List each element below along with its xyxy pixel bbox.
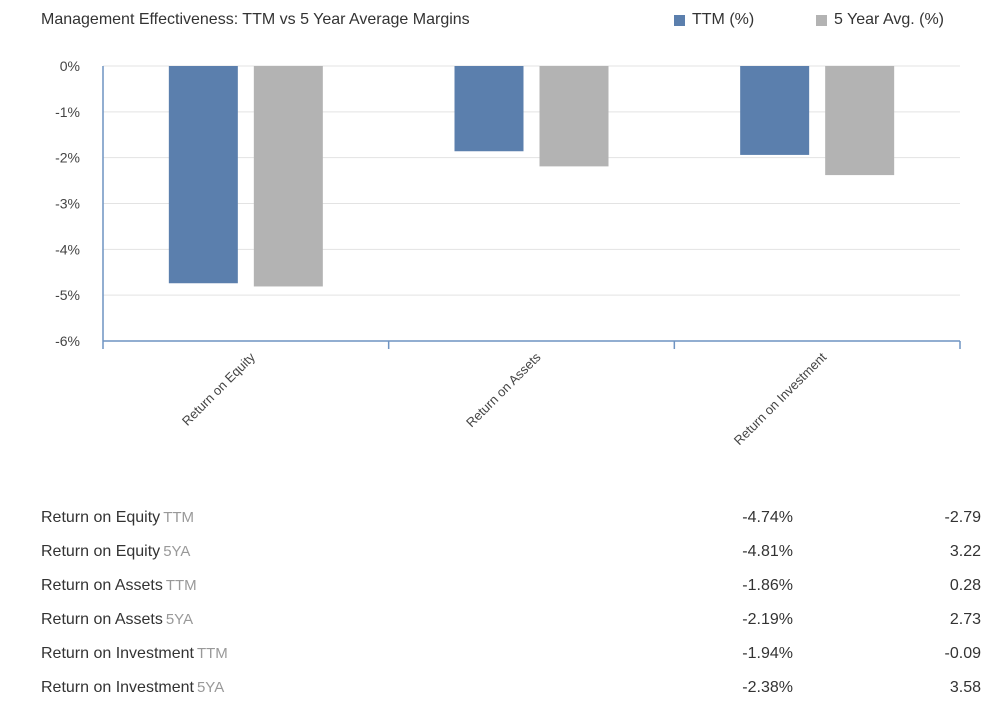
row-metric-name: Return on Assets [41,611,163,628]
row-metric-name: Return on Equity [41,509,161,526]
row-percent: -4.81% [742,543,793,560]
bar-ttm [740,66,810,155]
table-row: Return on Assets 5YA -2.19% 2.73 [41,609,981,643]
row-period-tag: 5YA [165,611,194,628]
row-value: -0.09 [944,645,981,662]
chart-title: Management Effectiveness: TTM vs 5 Year … [41,11,470,28]
row-period-tag: TTM [163,509,195,526]
y-tick-label: -5% [55,287,80,303]
table-row: Return on Assets TTM -1.86% 0.28 [41,575,981,609]
row-period-tag: TTM [196,645,228,662]
y-tick-label: -6% [55,333,80,349]
legend-swatch-5-year-avg [816,14,827,26]
row-value: 3.22 [949,543,981,560]
row-label: Return on Investment TTM [41,645,228,663]
row-label: Return on Equity TTM [41,509,194,527]
row-value: 3.58 [949,679,981,696]
table-row: Return on Investment 5YA -2.38% 3.58 [41,677,981,711]
legend-item-ttm[interactable]: TTM (%) [674,11,754,29]
y-tick-label: -2% [55,150,80,166]
row-percent: -2.19% [742,611,793,628]
row-period-tag: TTM [165,577,197,594]
table-row: Return on Equity 5YA -4.81% 3.22 [41,541,981,575]
row-period-tag: 5YA [196,679,225,696]
row-label: Return on Assets 5YA [41,611,193,629]
bar-ttm [454,66,524,152]
row-metric-name: Return on Assets [41,577,163,594]
y-tick-label: -3% [55,196,80,212]
row-percent: -1.94% [742,645,793,662]
table-row: Return on Investment TTM -1.94% -0.09 [41,643,981,677]
x-category-label: Return on Assets [463,349,544,430]
legend-label-5-year-avg: 5 Year Avg. (%) [834,11,944,28]
row-label: Return on Investment 5YA [41,679,224,697]
row-label: Return on Equity 5YA [41,543,190,561]
x-category-label: Return on Investment [731,349,830,448]
bar-ttm [168,66,238,284]
row-period-tag: 5YA [163,543,191,560]
x-category-label: Return on Equity [179,349,258,428]
legend-label-ttm: TTM (%) [692,11,755,28]
row-metric-name: Return on Investment [41,679,194,696]
legend-swatch-ttm [674,14,685,26]
row-value: 2.73 [949,611,981,628]
row-percent: -1.86% [742,577,793,594]
row-percent: -4.74% [742,509,793,526]
y-tick-label: -1% [55,104,80,120]
row-label: Return on Assets TTM [41,577,197,595]
row-metric-name: Return on Equity [41,543,161,560]
table-row: Return on Equity TTM -4.74% -2.79 [41,507,981,541]
margins-table: Return on Equity TTM -4.74% -2.79 Return on … [41,507,981,711]
row-percent: -2.38% [742,679,793,696]
bar-five-year-avg [539,66,609,167]
row-metric-name: Return on Investment [41,645,194,662]
y-tick-label: -4% [55,241,80,257]
row-value: -2.79 [944,509,981,526]
bar-five-year-avg [253,66,323,287]
legend-item-5-year-avg[interactable]: 5 Year Avg. (%) [816,11,944,29]
bar-chart: 0% -1% -2% -3% -4% -5% -6% Return on Equity Retu… [55,58,961,448]
row-value: 0.28 [949,577,981,594]
bar-five-year-avg [825,66,895,176]
y-tick-label: 0% [60,58,80,74]
